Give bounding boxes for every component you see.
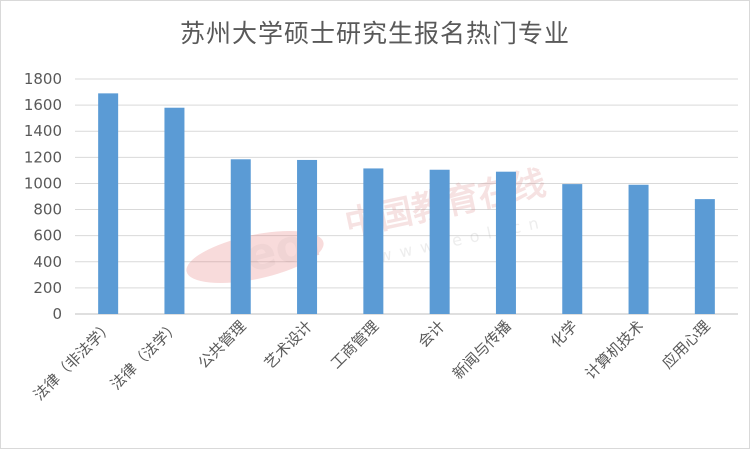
y-tick-label: 400 (33, 253, 62, 271)
chart-title: 苏州大学硕士研究生报名热门专业 (179, 19, 570, 48)
y-tick-label: 1400 (24, 122, 62, 140)
x-tick-label: 法律（法学） (107, 317, 183, 393)
bar (694, 199, 715, 314)
y-axis: 0 200 400 600 800 1000 1200 1400 1600 1800 (24, 70, 62, 323)
y-tick-label: 1200 (24, 148, 62, 166)
bar (297, 159, 318, 314)
x-tick-label: 艺术设计 (261, 317, 316, 372)
x-tick-label: 新闻与传播 (449, 317, 515, 383)
bar (164, 107, 185, 314)
x-axis: 法律（非法学）法律（法学） 公共管理 艺术设计 工商管理 会计 新闻与传播 化学 计算机技术应… (30, 317, 714, 404)
bar (429, 169, 450, 314)
y-tick-label: 600 (33, 227, 62, 245)
y-tick-label: 1000 (24, 174, 62, 192)
bar (363, 168, 384, 314)
x-tick-label: 化学 (547, 317, 581, 351)
bar (495, 171, 516, 314)
y-tick-label: 1800 (24, 70, 62, 88)
x-tick-label: 公共管理 (194, 317, 249, 372)
y-tick-label: 200 (33, 279, 62, 297)
x-tick-label: 法律（非法学） (30, 317, 117, 404)
y-tick-label: 800 (33, 201, 62, 219)
x-tick-label: 计算机技术 (582, 317, 648, 383)
bar (230, 159, 251, 314)
bar (98, 93, 119, 314)
gridlines (75, 78, 738, 315)
x-tick-label: 应用心理 (659, 317, 714, 372)
bars (98, 93, 715, 314)
x-tick-label: 会计 (415, 317, 449, 351)
bar (628, 184, 649, 314)
y-tick-label: 0 (52, 305, 62, 323)
y-tick-label: 1600 (24, 96, 62, 114)
bar (562, 184, 583, 314)
x-tick-label: 工商管理 (327, 317, 382, 372)
